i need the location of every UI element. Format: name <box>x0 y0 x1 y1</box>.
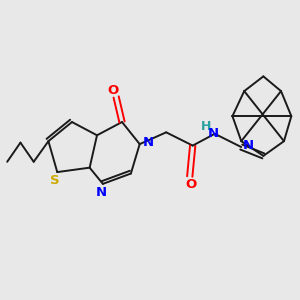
Text: O: O <box>186 178 197 191</box>
Text: S: S <box>50 174 60 188</box>
Text: O: O <box>107 84 118 97</box>
Text: N: N <box>96 186 107 199</box>
Text: N: N <box>243 139 254 152</box>
Text: H: H <box>201 120 212 133</box>
Text: N: N <box>208 127 219 140</box>
Text: N: N <box>142 136 154 149</box>
